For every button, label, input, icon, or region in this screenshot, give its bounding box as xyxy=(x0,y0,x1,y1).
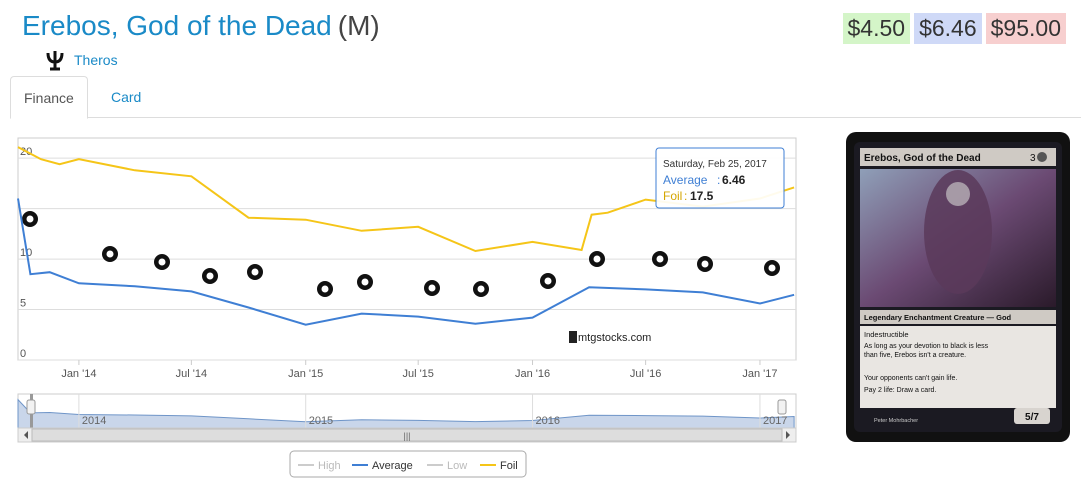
navigator-series-area xyxy=(17,398,795,429)
watermark-logo-icon xyxy=(569,331,577,343)
set-release-icon xyxy=(540,273,556,289)
card-image-pt: 5/7 xyxy=(1025,412,1039,423)
navigator-left-handle[interactable] xyxy=(26,399,36,415)
y-tick-label: 5 xyxy=(20,298,26,310)
chart-legend: High Average Low Foil xyxy=(289,450,527,478)
svg-text:Indestructible: Indestructible xyxy=(864,330,909,339)
svg-text::: : xyxy=(717,173,720,187)
set-link[interactable]: Theros xyxy=(74,52,118,68)
legend-item-high[interactable]: High xyxy=(298,460,341,472)
scroll-left-arrow-icon[interactable] xyxy=(24,431,28,439)
x-tick-label: Jul '14 xyxy=(176,368,207,380)
low-price: $4.50 xyxy=(842,13,911,44)
card-name-link[interactable]: Erebos, God of the Dead xyxy=(22,10,332,41)
navigator-tick-label: 2017 xyxy=(763,415,787,427)
svg-text:High: High xyxy=(318,460,341,472)
rarity-label: (M) xyxy=(337,10,380,41)
set-release-icon xyxy=(697,256,713,272)
tooltip-average-label: Average xyxy=(663,173,708,187)
set-release-icon xyxy=(247,264,263,280)
y-tick-label: 0 xyxy=(20,348,26,360)
card-image-art: Erebos, God of the Dead 3 Legendary Ench… xyxy=(854,142,1062,432)
tooltip-average-value: 6.46 xyxy=(722,173,746,187)
svg-text:Low: Low xyxy=(447,460,467,472)
set-row: Theros xyxy=(44,48,118,72)
set-release-icon xyxy=(424,280,440,296)
x-tick-label: Jan '16 xyxy=(515,368,550,380)
legend-item-foil[interactable]: Foil xyxy=(480,460,518,472)
chart-tooltip: Saturday, Feb 25, 2017 Average : 6.46 Fo… xyxy=(655,147,785,209)
x-tick-label: Jan '17 xyxy=(742,368,777,380)
series-line-foil xyxy=(17,146,795,253)
set-release-icon xyxy=(202,268,218,284)
tooltip-date: Saturday, Feb 25, 2017 xyxy=(663,159,767,170)
svg-text:Foil: Foil xyxy=(500,460,518,472)
card-image-name: Erebos, God of the Dead xyxy=(864,153,981,164)
high-price: $95.00 xyxy=(985,13,1066,44)
average-price: $6.46 xyxy=(914,13,982,44)
navigator-right-handle[interactable] xyxy=(777,399,787,415)
series-line-average xyxy=(17,198,795,326)
tab-finance[interactable]: Finance xyxy=(10,76,88,119)
svg-text:Peter Mohrbacher: Peter Mohrbacher xyxy=(874,418,918,424)
svg-text:|||: ||| xyxy=(403,431,410,441)
legend-item-average[interactable]: Average xyxy=(352,460,413,472)
svg-text:Pay 2 life: Draw a card.: Pay 2 life: Draw a card. xyxy=(864,387,936,394)
price-summary: $4.50 $6.46 $95.00 xyxy=(842,13,1066,44)
scroll-right-arrow-icon[interactable] xyxy=(786,431,790,439)
tooltip-foil-value: 17.5 xyxy=(690,189,714,203)
set-release-icon xyxy=(317,281,333,297)
x-tick-label: Jan '15 xyxy=(288,368,323,380)
price-chart: 0 5 10 20 Jan '14 Jul '14 Jan '15 Jul '15 Jan '… xyxy=(0,128,810,488)
set-release-icon xyxy=(154,254,170,270)
set-release-icon xyxy=(652,251,668,267)
legend-item-low[interactable]: Low xyxy=(427,460,467,472)
set-release-icon xyxy=(22,211,38,227)
card-title-row: Erebos, God of the Dead (M) xyxy=(22,10,380,50)
x-tick-label: Jul '16 xyxy=(630,368,661,380)
svg-text:Average: Average xyxy=(372,460,413,472)
card-image: Erebos, God of the Dead 3 Legendary Ench… xyxy=(846,132,1070,442)
theros-set-icon xyxy=(46,51,64,71)
set-release-icon xyxy=(473,281,489,297)
set-release-icon xyxy=(589,251,605,267)
set-release-icon xyxy=(102,246,118,262)
tab-bar: Finance Card xyxy=(10,76,1081,119)
tooltip-foil-label: Foil xyxy=(663,189,682,203)
svg-text:3: 3 xyxy=(1030,153,1036,164)
mtgstocks-watermark: mtgstocks.com xyxy=(569,331,651,344)
chart-navigator[interactable]: 2014 2015 2016 2017 xyxy=(17,393,797,429)
navigator-tick-label: 2016 xyxy=(536,415,560,427)
card-image-type: Legendary Enchantment Creature — God xyxy=(864,313,1012,322)
x-tick-label: Jan '14 xyxy=(61,368,96,380)
set-release-icon xyxy=(764,260,780,276)
svg-text:As long as your devotion to bl: As long as your devotion to black is les… xyxy=(864,343,989,350)
set-release-icon xyxy=(357,274,373,290)
scrollbar-thumb[interactable] xyxy=(31,428,783,442)
chart-scrollbar[interactable]: ||| xyxy=(17,427,797,443)
watermark-text: mtgstocks.com xyxy=(578,332,651,344)
navigator-tick-label: 2015 xyxy=(309,415,333,427)
svg-text:Your opponents can't gain life: Your opponents can't gain life. xyxy=(864,375,957,382)
x-tick-label: Jul '15 xyxy=(402,368,433,380)
navigator-tick-label: 2014 xyxy=(82,415,106,427)
svg-text::: : xyxy=(684,189,687,203)
svg-text:than five, Erebos isn't a crea: than five, Erebos isn't a creature. xyxy=(864,352,966,359)
tab-card[interactable]: Card xyxy=(111,89,142,105)
